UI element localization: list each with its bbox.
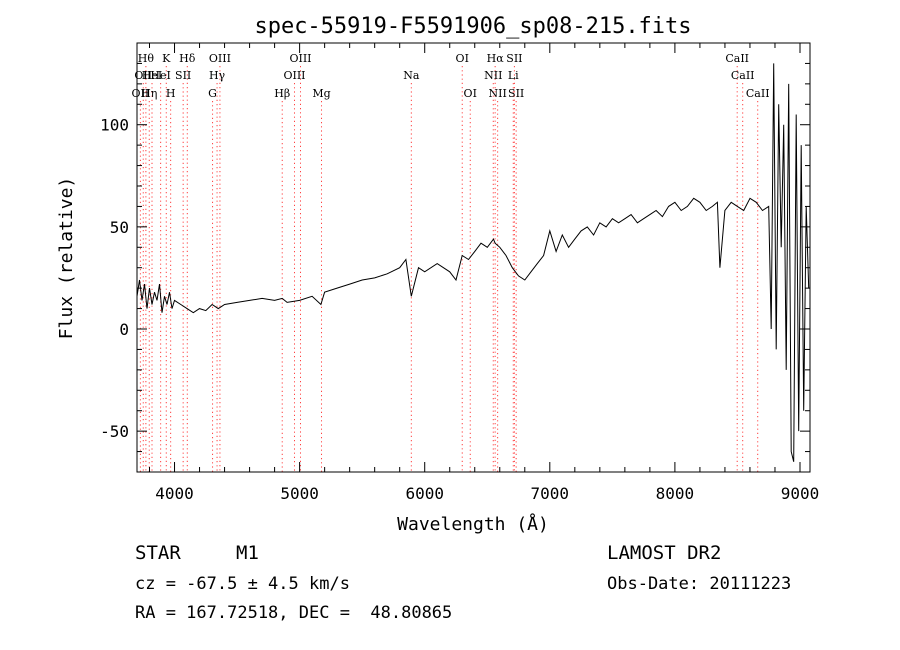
line-label: CaII xyxy=(725,52,749,65)
line-label: Hα xyxy=(487,52,505,65)
line-label: OII xyxy=(132,87,150,100)
line-label: OI xyxy=(456,52,469,65)
line-label: K xyxy=(162,52,171,65)
x-tick-label: 5000 xyxy=(280,484,319,503)
x-tick-label: 9000 xyxy=(781,484,820,503)
line-label: Hθ xyxy=(138,52,155,65)
object-type: STAR xyxy=(135,542,181,564)
spectrum-line xyxy=(136,63,810,462)
line-label: OIII xyxy=(283,69,305,82)
plot-frame xyxy=(136,42,811,473)
line-label: Hγ xyxy=(209,69,226,82)
line-label: OIII xyxy=(209,52,231,65)
line-label: NII xyxy=(484,69,502,82)
line-label: Na xyxy=(403,69,420,82)
line-label: Hη xyxy=(141,87,157,100)
x-tick-label: 7000 xyxy=(531,484,570,503)
line-label: G xyxy=(208,87,217,100)
coords-text: RA = 167.72518, DEC = 48.80865 xyxy=(135,603,453,623)
x-tick-label: 8000 xyxy=(656,484,695,503)
x-tick-label: 4000 xyxy=(155,484,194,503)
survey-name: LAMOST DR2 xyxy=(607,542,722,564)
y-tick-label: 50 xyxy=(110,218,129,237)
line-label: HeI xyxy=(150,69,170,82)
y-tick-label: -50 xyxy=(100,422,129,441)
line-label: Li xyxy=(508,69,519,82)
x-tick-label: 6000 xyxy=(405,484,444,503)
obs-date-text: Obs-Date: 20111223 xyxy=(607,574,792,594)
line-markers xyxy=(139,66,759,472)
line-label: SII xyxy=(508,87,524,100)
line-label: NII xyxy=(488,87,506,100)
x-axis: 4000 5000 6000 7000 8000 9000 xyxy=(149,43,820,503)
y-axis-label: Flux (relative) xyxy=(56,177,77,340)
chart-title: spec-55919-F5591906_sp08-215.fits xyxy=(254,14,691,39)
line-label: HeI xyxy=(142,69,162,82)
line-label: Hβ xyxy=(274,87,290,100)
redshift-text: cz = -67.5 ± 4.5 km/s xyxy=(135,574,350,594)
object-subclass: M1 xyxy=(236,542,259,564)
line-label: Hδ xyxy=(179,52,196,65)
y-tick-label: 100 xyxy=(100,116,129,135)
line-label: SII xyxy=(175,69,191,82)
line-label: OI xyxy=(464,87,477,100)
line-label: OII xyxy=(134,69,152,82)
y-tick-label: 0 xyxy=(119,320,129,339)
line-label: CaII xyxy=(731,69,755,82)
x-axis-label: Wavelength (Å) xyxy=(397,513,549,535)
line-label: H xyxy=(166,87,176,100)
y-axis: -50 0 50 100 xyxy=(100,62,810,453)
line-label: Mg xyxy=(312,87,330,100)
line-label: CaII xyxy=(746,87,770,100)
line-labels: OIIOIIHθHηHeIHeIKHSIIHδGHγOIIIHβOIIIOIII… xyxy=(132,52,770,100)
line-label: OIII xyxy=(289,52,311,65)
line-label: SII xyxy=(506,52,522,65)
